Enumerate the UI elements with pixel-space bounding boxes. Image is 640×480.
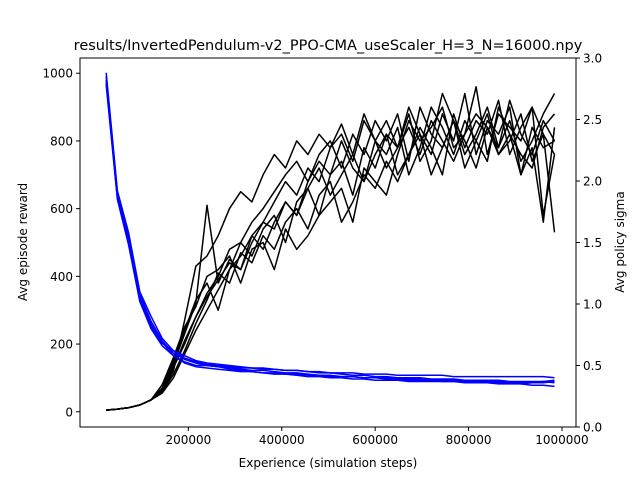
reward-line-3 [106,106,556,411]
x-tick-label: 600000 [352,433,398,447]
reward-series-group [106,86,556,411]
x-tick-label: 200000 [165,433,211,447]
x-tick-label: 800000 [446,433,492,447]
y2-tick-label: 3.0 [583,52,602,66]
y-tick-label: 1000 [42,67,73,81]
sigma-line-4 [105,82,555,379]
x-tick-label: 400000 [259,433,305,447]
y-tick-label: 800 [50,134,73,148]
reward-line-4 [106,113,556,411]
reward-line-2 [106,106,556,411]
y2-tick-label: 0.0 [583,421,602,435]
right-y-axis-ticks: 0.0 0.5 1.0 1.5 2.0 2.5 3.0 [576,52,602,435]
y2-tick-label: 2.0 [583,175,602,189]
y-tick-label: 200 [50,338,73,352]
y2-tick-label: 0.5 [583,359,602,373]
left-y-axis-label: Avg episode reward [16,183,30,301]
x-axis-ticks: 200000 400000 600000 800000 1000000 [165,427,589,447]
x-axis-label: Experience (simulation steps) [239,456,418,470]
chart-title: results/InvertedPendulum-v2_PPO-CMA_useS… [74,38,583,54]
y2-tick-label: 2.5 [583,113,602,127]
reward-line-5 [106,86,556,411]
y-tick-label: 0 [65,405,73,419]
x-tick-label: 1000000 [535,433,588,447]
y-tick-label: 400 [50,270,73,284]
left-y-axis-ticks: 0 200 400 600 800 1000 [42,67,80,419]
y-tick-label: 600 [50,202,73,216]
y2-tick-label: 1.5 [583,236,602,250]
reward-line-7 [106,99,556,411]
reward-line-8 [106,99,556,411]
right-y-axis-label: Avg policy sigma [613,191,627,292]
y2-tick-label: 1.0 [583,298,602,312]
sigma-series-group [105,72,555,388]
sigma-line-5 [105,85,555,384]
